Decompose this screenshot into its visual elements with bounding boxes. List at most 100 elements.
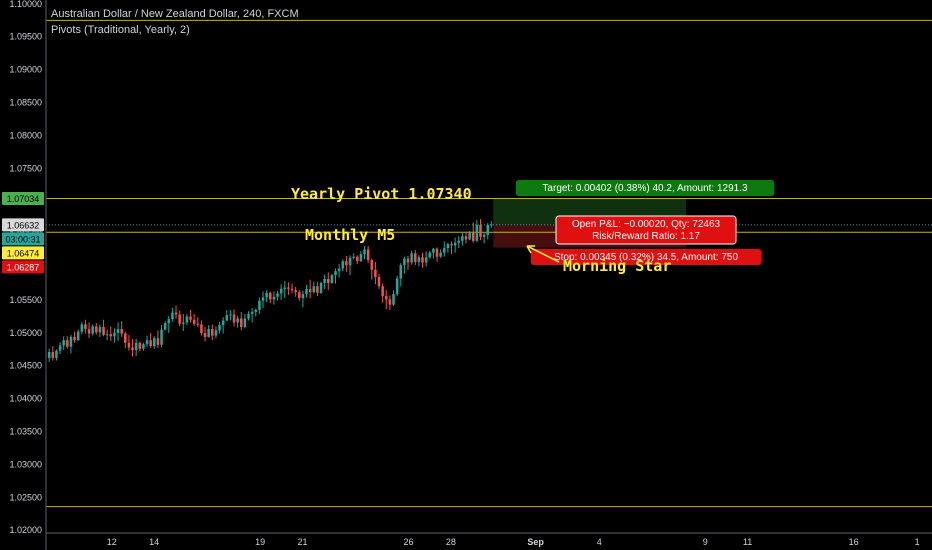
candle-body <box>189 316 192 320</box>
yearly-pivot-annotation: Yearly Pivot 1.07340 <box>291 185 472 203</box>
candle-body <box>55 350 58 358</box>
candle-body <box>134 342 138 351</box>
open-pnl-label-text: Risk/Reward Ratio: 1.17 <box>592 231 700 242</box>
x-tick-label: 14 <box>149 537 159 547</box>
candle-body <box>381 286 384 297</box>
candle-body <box>479 225 482 237</box>
y-tick-label: 1.10000 <box>9 0 42 9</box>
candle-body <box>341 261 345 269</box>
price-label-text: 1.06474 <box>7 248 40 258</box>
candle-body <box>192 319 196 324</box>
x-tick-label: 9 <box>703 537 708 547</box>
candle-body <box>178 314 181 324</box>
y-tick-label: 1.08500 <box>9 97 42 107</box>
candle-body <box>323 279 326 283</box>
candle-body <box>471 232 475 241</box>
candle-body <box>203 332 207 337</box>
candle-body <box>182 322 185 324</box>
morning-star-arrow <box>526 245 560 263</box>
candle-body <box>269 292 272 300</box>
morning-star-annotation: Morning Star <box>563 257 672 275</box>
price-label-tag <box>2 191 44 205</box>
price-label-tag <box>2 246 44 260</box>
candle-body <box>395 278 399 295</box>
candle-body <box>327 279 330 283</box>
candle-body <box>345 261 348 266</box>
candle-body <box>410 253 413 263</box>
candle-body <box>417 257 421 262</box>
candle-body <box>225 315 229 321</box>
candle-body <box>160 329 163 345</box>
price-label-tag <box>2 232 44 246</box>
candle-body <box>413 253 417 262</box>
y-tick-label: 1.05000 <box>9 328 42 338</box>
price-label-text: 1.06632 <box>7 220 40 230</box>
candle-body <box>370 259 374 270</box>
candle-body <box>475 225 479 241</box>
candle-body <box>87 329 91 334</box>
candle-body <box>432 248 435 253</box>
indicator-title[interactable]: Pivots (Traditional, Yearly, 2) <box>51 24 190 36</box>
candle-body <box>62 340 65 346</box>
candle-body <box>377 277 381 287</box>
open-pnl-label-box[interactable] <box>555 215 737 245</box>
candle-body <box>337 268 341 272</box>
x-tick-label: 26 <box>403 537 413 547</box>
candle-body <box>384 296 388 300</box>
candle-body <box>196 323 200 325</box>
price-label-tag <box>2 260 44 274</box>
candle-body <box>156 338 160 345</box>
candle-body <box>211 329 214 336</box>
candle-body <box>171 312 174 320</box>
candle-body <box>312 286 316 293</box>
candle-body <box>167 319 171 324</box>
candle-body <box>330 275 334 283</box>
candle-body <box>200 324 203 333</box>
candle-body <box>442 248 446 253</box>
price-label-tag <box>2 218 44 232</box>
pivot-lines <box>46 19 932 508</box>
candle-body <box>163 323 167 330</box>
y-tick-label: 1.09500 <box>9 32 42 42</box>
candle-body <box>482 234 486 237</box>
candle-body <box>232 314 236 323</box>
x-tick-label: 1 <box>915 537 920 547</box>
x-tick-label: 28 <box>446 537 456 547</box>
candle-body <box>355 256 359 262</box>
candle-body <box>450 244 453 246</box>
x-tick-label: 16 <box>849 537 859 547</box>
candle-body <box>247 313 250 319</box>
stop-label-box[interactable] <box>530 249 762 265</box>
candle-body <box>185 316 189 323</box>
candle-body <box>124 333 127 343</box>
y-tick-label: 1.03500 <box>9 427 42 437</box>
candle-body <box>352 256 355 258</box>
candle-body <box>258 300 261 310</box>
candle-body <box>374 269 377 278</box>
x-tick-label: 11 <box>743 537 752 547</box>
candle-body <box>243 318 247 328</box>
candle-body <box>214 330 218 336</box>
candle-body <box>91 326 94 334</box>
symbol-title[interactable]: Australian Dollar / New Zealand Dollar, … <box>51 8 299 20</box>
candle-body <box>468 232 471 240</box>
price-label-text: 03:00:31 <box>5 234 40 244</box>
candle-body <box>453 242 457 246</box>
candle-body <box>218 325 221 331</box>
target-label-box[interactable] <box>515 180 775 196</box>
candle-body <box>406 258 410 263</box>
candle-body <box>316 286 319 293</box>
x-tick-label: 12 <box>107 537 117 547</box>
candle-body <box>403 258 406 266</box>
candle-body <box>334 271 337 276</box>
candle-body <box>464 236 468 240</box>
candle-body <box>363 249 366 254</box>
candle-body <box>276 293 279 297</box>
x-tick-label: Sep <box>527 537 544 547</box>
candle-body <box>421 257 424 263</box>
candle-body <box>308 288 312 293</box>
candle-body <box>73 336 76 341</box>
candle-body <box>305 288 308 295</box>
monthly-m5-annotation: Monthly M5 <box>305 226 396 244</box>
